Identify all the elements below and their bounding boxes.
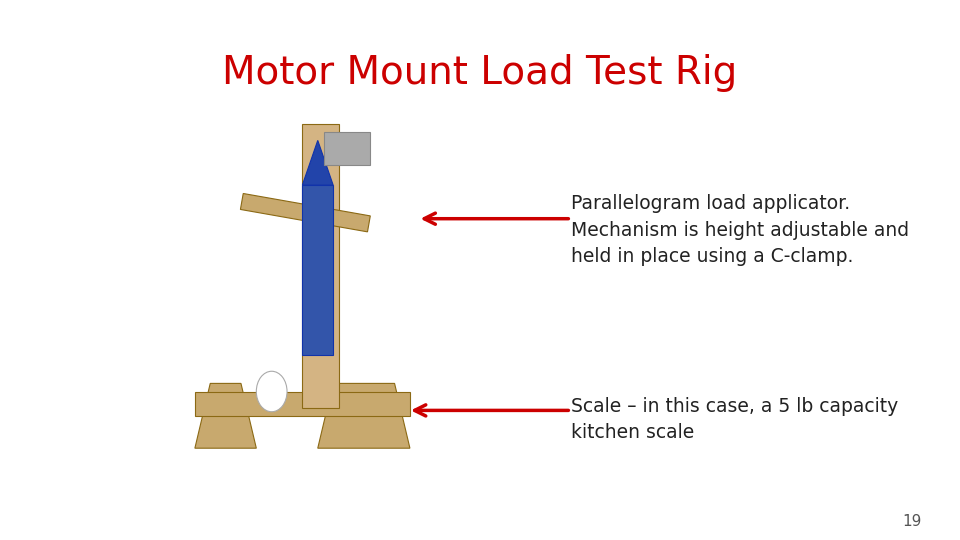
Text: Motor Mount Load Test Rig: Motor Mount Load Test Rig — [223, 54, 737, 92]
Polygon shape — [302, 140, 333, 185]
Bar — [302, 124, 339, 408]
Polygon shape — [195, 383, 256, 448]
Bar — [240, 193, 371, 232]
Bar — [302, 185, 333, 355]
Bar — [195, 392, 410, 416]
Text: Parallelogram load applicator.
Mechanism is height adjustable and
held in place : Parallelogram load applicator. Mechanism… — [571, 194, 909, 266]
Text: 19: 19 — [902, 514, 922, 529]
Bar — [324, 132, 370, 165]
Circle shape — [256, 372, 287, 411]
Text: Scale – in this case, a 5 lb capacity
kitchen scale: Scale – in this case, a 5 lb capacity ki… — [571, 397, 899, 442]
Polygon shape — [318, 383, 410, 448]
